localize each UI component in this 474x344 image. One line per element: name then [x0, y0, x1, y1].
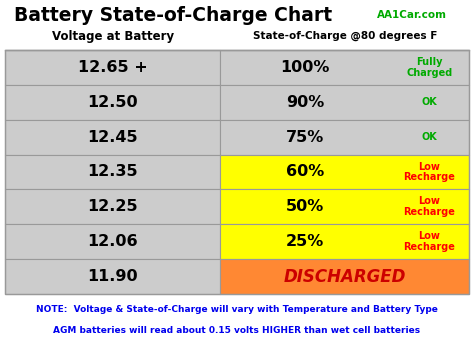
- Text: 50%: 50%: [286, 200, 324, 214]
- Text: AGM batteries will read about 0.15 volts HIGHER than wet cell batteries: AGM batteries will read about 0.15 volts…: [54, 326, 420, 335]
- Text: 75%: 75%: [286, 130, 324, 144]
- Text: NOTE:  Voltage & State-of-Charge will vary with Temperature and Battery Type: NOTE: Voltage & State-of-Charge will var…: [36, 305, 438, 314]
- Text: 12.65 +: 12.65 +: [78, 60, 147, 75]
- Bar: [220, 120, 469, 154]
- Text: 12.45: 12.45: [87, 130, 138, 144]
- Text: 12.25: 12.25: [87, 200, 138, 214]
- Bar: [220, 224, 469, 259]
- Text: OK: OK: [421, 132, 438, 142]
- Text: Battery State-of-Charge Chart: Battery State-of-Charge Chart: [14, 6, 332, 25]
- Bar: [5, 224, 220, 259]
- Text: 12.50: 12.50: [87, 95, 138, 110]
- Bar: [5, 190, 220, 224]
- Text: Low
Recharge: Low Recharge: [403, 196, 456, 217]
- Text: Low
Recharge: Low Recharge: [403, 162, 456, 182]
- Bar: [5, 50, 220, 85]
- Bar: [5, 259, 220, 294]
- Bar: [5, 50, 469, 294]
- Text: 11.90: 11.90: [87, 269, 138, 284]
- Bar: [5, 85, 220, 120]
- Text: Low
Recharge: Low Recharge: [403, 232, 456, 252]
- Bar: [5, 154, 220, 190]
- Bar: [220, 85, 469, 120]
- Bar: [220, 154, 469, 190]
- Bar: [220, 190, 469, 224]
- Text: 12.06: 12.06: [87, 234, 138, 249]
- Text: Voltage at Battery: Voltage at Battery: [52, 30, 173, 43]
- Text: OK: OK: [421, 97, 438, 107]
- Bar: [220, 259, 469, 294]
- Bar: [220, 50, 469, 85]
- Text: Fully
Charged: Fully Charged: [406, 57, 453, 78]
- Text: 25%: 25%: [286, 234, 324, 249]
- Text: 12.35: 12.35: [87, 164, 138, 180]
- Text: 90%: 90%: [286, 95, 324, 110]
- Text: DISCHARGED: DISCHARGED: [283, 268, 406, 286]
- Text: 60%: 60%: [286, 164, 324, 180]
- Text: State-of-Charge @80 degrees F: State-of-Charge @80 degrees F: [253, 31, 437, 41]
- Text: 100%: 100%: [280, 60, 330, 75]
- Text: AA1Car.com: AA1Car.com: [377, 10, 447, 21]
- Bar: [5, 120, 220, 154]
